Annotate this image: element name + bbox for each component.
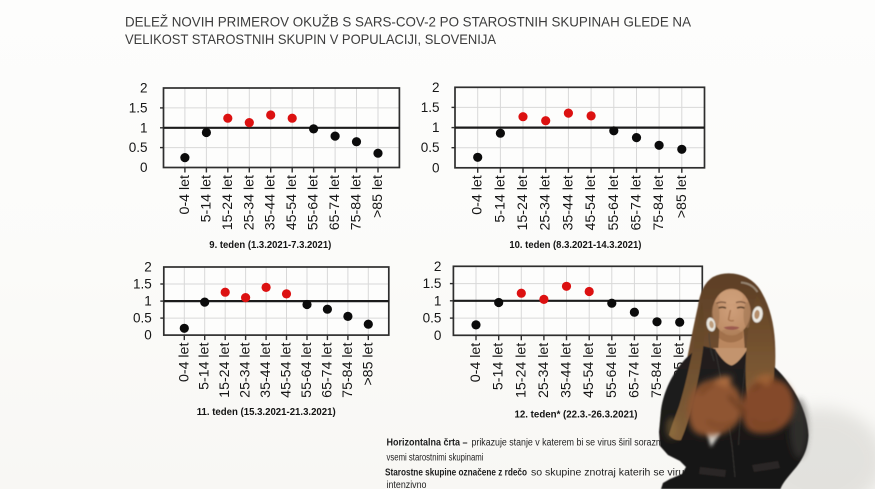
svg-text:75-84 let: 75-84 let xyxy=(340,343,356,398)
svg-text:0-4 let: 0-4 let xyxy=(468,343,484,382)
svg-text:15-24 let: 15-24 let xyxy=(220,175,236,230)
svg-text:0.5: 0.5 xyxy=(133,311,152,326)
svg-text:35-44 let: 35-44 let xyxy=(258,343,274,398)
svg-text:0: 0 xyxy=(140,160,148,175)
svg-text:45-54 let: 45-54 let xyxy=(279,343,295,398)
svg-text:0.5: 0.5 xyxy=(423,311,442,326)
svg-text:75-84 let: 75-84 let xyxy=(349,175,365,230)
svg-text:>85 let: >85 let xyxy=(674,175,690,218)
svg-text:intenzivno: intenzivno xyxy=(387,480,427,489)
svg-text:2: 2 xyxy=(434,259,442,274)
svg-text:5-14 let: 5-14 let xyxy=(491,343,507,390)
svg-text:>85 let: >85 let xyxy=(360,343,376,386)
svg-text:15-24 let: 15-24 let xyxy=(513,343,529,398)
svg-text:25-34 let: 25-34 let xyxy=(241,175,257,230)
svg-text:0: 0 xyxy=(432,160,440,175)
svg-text:1: 1 xyxy=(140,120,148,135)
svg-text:55-64 let: 55-64 let xyxy=(299,343,315,398)
svg-text:DELEŽ NOVIH PRIMEROV OKUŽB S S: DELEŽ NOVIH PRIMEROV OKUŽB S SARS-COV-2 … xyxy=(125,14,692,30)
svg-text:so skupine znotraj katerih se: so skupine znotraj katerih se virus širi xyxy=(531,468,706,479)
svg-text:0: 0 xyxy=(434,328,442,343)
svg-text:Starostne skupine označene z r: Starostne skupine označene z rdečo xyxy=(385,468,527,479)
svg-text:10. teden (8.3.2021-14.3.2021): 10. teden (8.3.2021-14.3.2021) xyxy=(509,239,641,251)
svg-text:0: 0 xyxy=(144,328,152,343)
svg-text:1: 1 xyxy=(144,294,152,309)
svg-text:9. teden (1.3.2021-7.3.2021): 9. teden (1.3.2021-7.3.2021) xyxy=(209,239,331,251)
svg-text:65-74 let: 65-74 let xyxy=(629,175,645,230)
svg-text:35-44 let: 35-44 let xyxy=(560,175,576,230)
svg-text:25-34 let: 25-34 let xyxy=(536,343,552,398)
svg-text:12. teden* (22.3.-26.3.2021): 12. teden* (22.3.-26.3.2021) xyxy=(515,409,638,421)
svg-text:2: 2 xyxy=(144,260,152,275)
svg-text:75-84 let: 75-84 let xyxy=(651,175,667,230)
svg-text:1: 1 xyxy=(432,120,440,135)
svg-text:2: 2 xyxy=(432,80,440,95)
svg-text:45-54 let: 45-54 let xyxy=(583,175,599,230)
svg-text:15-24 let: 15-24 let xyxy=(217,343,233,398)
svg-text:25-34 let: 25-34 let xyxy=(538,175,554,230)
svg-text:65-74 let: 65-74 let xyxy=(319,343,335,398)
svg-text:1.5: 1.5 xyxy=(421,100,440,115)
svg-text:35-44 let: 35-44 let xyxy=(559,343,575,398)
svg-text:0-4 let: 0-4 let xyxy=(470,175,486,214)
svg-text:5-14 let: 5-14 let xyxy=(198,175,214,222)
svg-text:prikazuje stanje v katerem bi: prikazuje stanje v katerem bi se virus š… xyxy=(472,438,701,449)
svg-text:45-54 let: 45-54 let xyxy=(284,175,300,230)
svg-text:1.5: 1.5 xyxy=(423,276,442,291)
svg-text:1.5: 1.5 xyxy=(133,277,152,292)
svg-text:0.5: 0.5 xyxy=(129,140,148,155)
svg-text:5-14 let: 5-14 let xyxy=(492,175,508,222)
svg-text:1.5: 1.5 xyxy=(129,100,148,115)
svg-text:25-34 let: 25-34 let xyxy=(238,343,254,398)
svg-text:11. teden (15.3.2021-21.3.2021: 11. teden (15.3.2021-21.3.2021) xyxy=(197,406,336,418)
svg-text:15-24 let: 15-24 let xyxy=(515,175,531,230)
svg-text:5-14 let: 5-14 let xyxy=(197,343,213,390)
svg-text:1: 1 xyxy=(434,293,442,308)
svg-text:0-4 let: 0-4 let xyxy=(177,175,193,214)
svg-text:VELIKOST STAROSTNIH SKUPIN V P: VELIKOST STAROSTNIH SKUPIN V POPULACIJI,… xyxy=(125,31,497,47)
svg-text:65-74 let: 65-74 let xyxy=(327,175,343,230)
svg-text:75-84 let: 75-84 let xyxy=(649,343,665,398)
svg-text:Horizontalna črta –: Horizontalna črta – xyxy=(387,438,468,449)
svg-text:vsemi starostnimi skupinami: vsemi starostnimi skupinami xyxy=(387,453,484,464)
svg-text:0-4 let: 0-4 let xyxy=(176,343,192,382)
svg-text:65-74 let: 65-74 let xyxy=(626,343,642,398)
svg-text:0.5: 0.5 xyxy=(421,140,440,155)
svg-text:55-64 let: 55-64 let xyxy=(604,343,620,398)
svg-text:45-54 let: 45-54 let xyxy=(581,343,597,398)
svg-text:35-44 let: 35-44 let xyxy=(263,175,279,230)
svg-text:>85 let: >85 let xyxy=(370,175,386,218)
svg-text:55-64 let: 55-64 let xyxy=(306,175,322,230)
svg-text:55-64 let: 55-64 let xyxy=(606,175,622,230)
svg-text:2: 2 xyxy=(140,81,148,96)
